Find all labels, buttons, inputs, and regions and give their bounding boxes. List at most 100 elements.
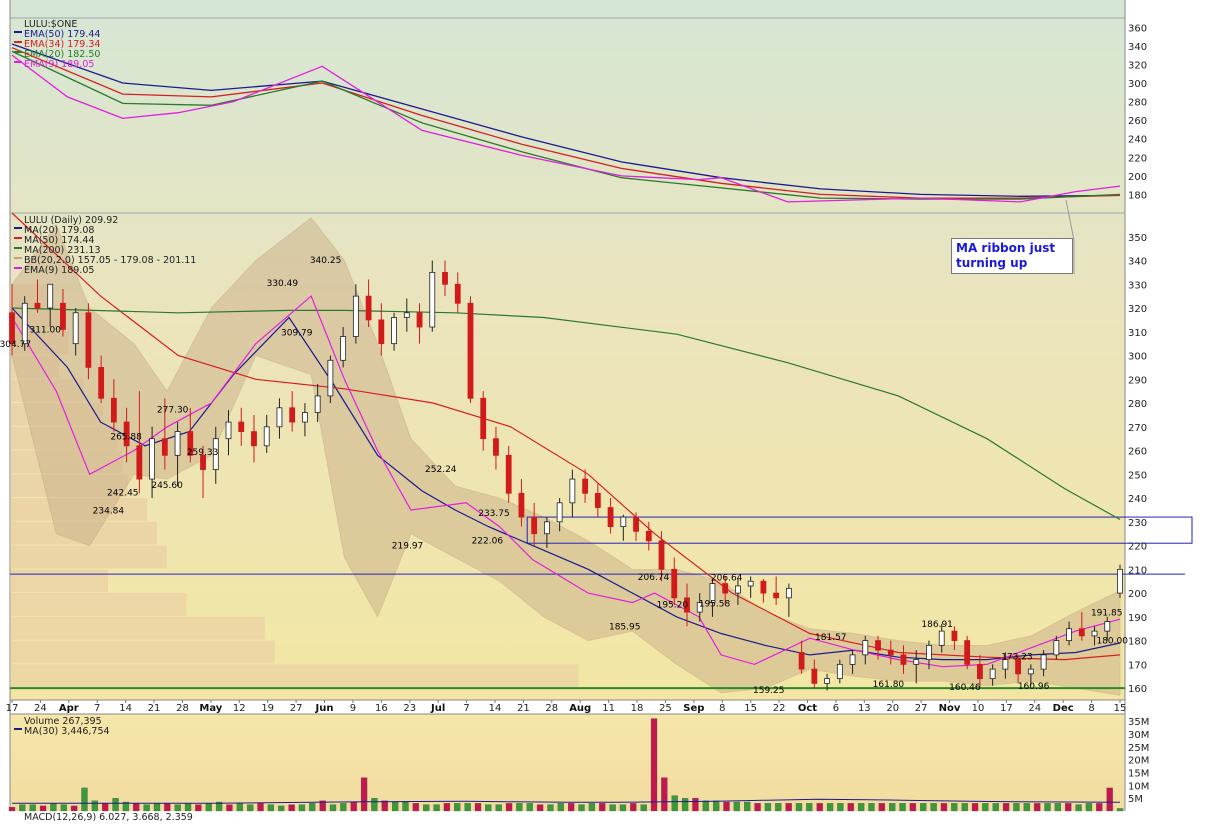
x-tick-23: 25 (659, 703, 672, 714)
price-label-17: 195.20 (657, 601, 689, 611)
x-tick-3: 7 (94, 703, 100, 714)
x-tick-13: 16 (375, 703, 388, 714)
volume-bar-7 (81, 787, 88, 812)
volume-bar-92 (961, 803, 968, 812)
volume-bar-26 (278, 805, 285, 812)
volume-bar-39 (412, 803, 420, 812)
ma-ribbon-annotation: MA ribbon just turning up (951, 238, 1073, 274)
x-tick-6: 28 (176, 703, 189, 714)
candle-body-82 (1053, 640, 1060, 656)
price-label-2: 265.88 (110, 433, 142, 443)
price-y-tick-19: 350 (1128, 233, 1147, 244)
candle-body-39 (505, 454, 512, 494)
candle-body-77 (989, 668, 996, 680)
price-label-22: 173.23 (1001, 653, 1033, 663)
price-title: LULU (Daily) 209.92 (24, 215, 118, 226)
volume-bar-12 (133, 803, 140, 812)
candle-body-25 (327, 359, 334, 397)
volume-bar-58 (609, 804, 616, 812)
volume-bar-57 (599, 803, 606, 812)
price-label-28: 160.96 (1018, 682, 1050, 692)
candle-body-13 (174, 431, 181, 456)
x-tick-27: 22 (773, 703, 786, 714)
resistance-box (526, 516, 1193, 544)
candle-body-38 (493, 438, 499, 456)
price-label-25: 159.25 (753, 686, 785, 696)
price-legend-swatch-4 (14, 267, 22, 269)
price-label-9: 340.25 (310, 256, 342, 266)
ribbon-y-tick-6: 300 (1128, 79, 1147, 90)
volume-bar-63 (661, 777, 668, 812)
volume-bar-106 (1106, 787, 1113, 812)
price-legend-label-4: EMA(9) 189.05 (24, 265, 94, 276)
x-tick-39: 15 (1114, 703, 1127, 714)
x-tick-26: 15 (744, 703, 757, 714)
volume-bar-35 (371, 798, 378, 812)
candle-body-17 (225, 421, 232, 440)
price-y-tick-13: 290 (1128, 375, 1147, 386)
volume-bar-81 (847, 803, 854, 812)
ribbon-legend-label-2: EMA(20) 182.50 (24, 49, 100, 60)
ribbon-legend-swatch-3 (14, 61, 22, 63)
volume-bar-69 (723, 801, 730, 812)
vbp-bar-0 (10, 664, 579, 688)
volume-bar-71 (744, 801, 751, 812)
price-label-1: 311.00 (29, 325, 61, 335)
volume-bar-40 (423, 804, 430, 812)
x-tick-31: 20 (886, 703, 899, 714)
x-tick-9: 19 (261, 703, 274, 714)
volume-bar-45 (474, 803, 482, 812)
candle-body-83 (1066, 628, 1072, 642)
volume-bar-43 (454, 803, 461, 812)
candle-body-11 (149, 438, 155, 480)
candle-body-12 (161, 438, 168, 456)
volume-bar-24 (257, 803, 264, 812)
vbp-bar-3 (10, 593, 187, 616)
candle-body-47 (607, 507, 614, 527)
x-tick-10: 27 (290, 703, 303, 714)
candle-body-41 (531, 516, 538, 535)
price-label-20: 181.57 (815, 633, 847, 643)
ribbon-legend-swatch-2 (14, 51, 22, 53)
volume-bar-85 (889, 803, 896, 812)
candle-body-7 (98, 367, 105, 399)
volume-bar-107 (1116, 808, 1124, 812)
volume-bar-2 (29, 804, 36, 812)
volume-bar-75 (785, 803, 792, 812)
price-label-0: 304.77 (0, 340, 31, 350)
price-legend-swatch-3 (14, 257, 22, 259)
candle-body-29 (378, 319, 385, 345)
x-tick-29: 6 (833, 703, 839, 714)
candle-body-28 (365, 295, 372, 321)
volume-bar-94 (982, 803, 989, 812)
candle-body-58 (747, 580, 754, 587)
candle-body-44 (569, 478, 576, 504)
volume-bar-31 (329, 804, 337, 812)
price-legend-swatch-2 (14, 247, 22, 249)
ribbon-legend-label-3: EMA(9) 189.05 (24, 59, 94, 70)
x-tick-14: 23 (403, 703, 416, 714)
candle-body-24 (314, 395, 321, 413)
bollinger-band (11, 217, 1121, 696)
price-label-10: 309.79 (281, 328, 313, 338)
ribbon-legend-swatch-0 (14, 31, 22, 33)
price-y-tick-11: 270 (1128, 423, 1147, 434)
x-tick-36: 24 (1028, 703, 1041, 714)
volume-bar-66 (692, 798, 699, 812)
volume-bar-97 (1013, 803, 1020, 812)
ribbon-y-tick-2: 220 (1128, 153, 1147, 164)
x-tick-38: 8 (1088, 703, 1094, 714)
candle-body-19 (251, 431, 257, 447)
candle-body-5 (72, 312, 79, 345)
price-legend-swatch-1 (14, 237, 22, 239)
volume-panel-bg (10, 714, 1125, 811)
candle-body-55 (709, 583, 716, 603)
candle-body-26 (340, 336, 347, 361)
candle-body-86 (1104, 621, 1111, 632)
price-y-tick-7: 230 (1128, 518, 1147, 529)
price-line-MA(20) (11, 307, 1121, 661)
volume-bar-6 (70, 805, 78, 812)
candle-body-57 (735, 585, 741, 594)
volume-bar-49 (516, 803, 523, 812)
